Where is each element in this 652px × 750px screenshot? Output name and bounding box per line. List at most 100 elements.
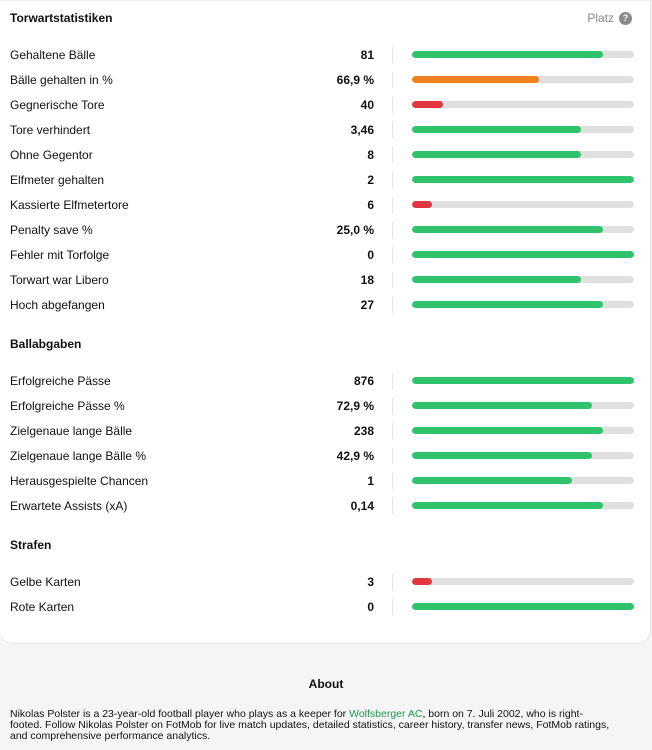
stat-divider: [392, 599, 393, 615]
stat-row[interactable]: Elfmeter gehalten 2: [0, 170, 650, 190]
stat-divider: [392, 147, 393, 163]
stat-value: 3: [367, 575, 374, 589]
stat-row[interactable]: Zielgenaue lange Bälle % 42,9 %: [0, 446, 650, 466]
percentile-bar-fill: [412, 301, 603, 308]
stat-row[interactable]: Kassierte Elfmetertore 6: [0, 195, 650, 215]
stat-label: Kassierte Elfmetertore: [10, 198, 129, 212]
stat-label: Penalty save %: [10, 223, 93, 237]
stat-row[interactable]: Bälle gehalten in % 66,9 %: [0, 70, 650, 90]
percentile-bar: [412, 101, 634, 108]
percentile-bar-fill: [412, 176, 634, 183]
stat-row[interactable]: Zielgenaue lange Bälle 238: [0, 421, 650, 441]
percentile-bar: [412, 377, 634, 384]
stat-value: 0: [367, 248, 374, 262]
stat-row[interactable]: Rote Karten 0: [0, 597, 650, 617]
section-title-goalkeeping: Torwartstatistiken: [10, 11, 113, 25]
percentile-bar: [412, 502, 634, 509]
stat-divider: [392, 272, 393, 288]
stat-label: Gegnerische Tore: [10, 98, 105, 112]
stat-label: Gelbe Karten: [10, 575, 81, 589]
stat-divider: [392, 97, 393, 113]
stat-value: 238: [353, 424, 374, 438]
club-link[interactable]: Wolfsberger AC: [349, 708, 423, 720]
stat-divider: [392, 373, 393, 389]
section-title-distribution: Ballabgaben: [10, 337, 82, 351]
stat-value: 2: [367, 173, 374, 187]
stat-value: 876: [353, 374, 374, 388]
stat-row[interactable]: Tore verhindert 3,46: [0, 120, 650, 140]
stat-label: Zielgenaue lange Bälle: [10, 424, 133, 438]
percentile-bar-fill: [412, 151, 581, 158]
stat-label: Erfolgreiche Pässe: [10, 374, 111, 388]
percentile-bar: [412, 603, 634, 610]
stat-value: 72,9 %: [336, 399, 374, 413]
stat-divider: [392, 473, 393, 489]
stat-row[interactable]: Erfolgreiche Pässe % 72,9 %: [0, 396, 650, 416]
percentile-bar-fill: [412, 427, 603, 434]
stat-value: 0,14: [350, 499, 374, 513]
stat-label: Bälle gehalten in %: [10, 73, 113, 87]
percentile-bar-fill: [412, 578, 432, 585]
stat-row[interactable]: Herausgespielte Chancen 1: [0, 471, 650, 491]
percentile-bar: [412, 226, 634, 233]
percentile-bar: [412, 276, 634, 283]
stat-divider: [392, 448, 393, 464]
rank-toggle[interactable]: Platz ?: [587, 11, 632, 25]
percentile-bar-fill: [412, 226, 603, 233]
stat-row[interactable]: Gegnerische Tore 40: [0, 95, 650, 115]
about-text: Nikolas Polster is a 23-year-old footbal…: [10, 709, 610, 742]
stat-row[interactable]: Penalty save % 25,0 %: [0, 220, 650, 240]
percentile-bar-fill: [412, 101, 444, 108]
percentile-bar-fill: [412, 76, 539, 83]
percentile-bar-fill: [412, 126, 581, 133]
stat-row[interactable]: Erwartete Assists (xA) 0,14: [0, 496, 650, 516]
stat-divider: [392, 172, 393, 188]
stat-value: 27: [360, 298, 374, 312]
stat-divider: [392, 574, 393, 590]
help-icon[interactable]: ?: [619, 11, 632, 25]
about-text-intro: Nikolas Polster is a 23-year-old footbal…: [10, 708, 350, 720]
percentile-bar-fill: [412, 603, 634, 610]
stat-value: 0: [367, 600, 374, 614]
percentile-bar: [412, 452, 634, 459]
stat-row[interactable]: Ohne Gegentor 8: [0, 145, 650, 165]
percentile-bar: [412, 51, 634, 58]
percentile-bar-fill: [412, 201, 432, 208]
percentile-bar: [412, 201, 634, 208]
percentile-bar: [412, 176, 634, 183]
stat-row[interactable]: Gelbe Karten 3: [0, 572, 650, 592]
percentile-bar-fill: [412, 402, 592, 409]
stat-label: Elfmeter gehalten: [10, 173, 105, 187]
stat-label: Tore verhindert: [10, 123, 91, 137]
stat-row[interactable]: Erfolgreiche Pässe 876: [0, 371, 650, 391]
about-title: About: [308, 677, 344, 691]
stat-divider: [392, 247, 393, 263]
stat-label: Hoch abgefangen: [10, 298, 105, 312]
stat-row[interactable]: Fehler mit Torfolge 0: [0, 245, 650, 265]
stat-label: Fehler mit Torfolge: [10, 248, 110, 262]
stat-value: 81: [360, 48, 374, 62]
stat-divider: [392, 122, 393, 138]
stat-label: Erwartete Assists (xA): [10, 499, 128, 513]
percentile-bar: [412, 151, 634, 158]
percentile-bar-fill: [412, 477, 572, 484]
stat-value: 1: [367, 474, 374, 488]
stat-value: 66,9 %: [336, 73, 374, 87]
stat-value: 6: [367, 198, 374, 212]
stat-value: 18: [360, 273, 374, 287]
stat-row[interactable]: Hoch abgefangen 27: [0, 295, 650, 315]
stat-divider: [392, 72, 393, 88]
stat-divider: [392, 47, 393, 63]
percentile-bar: [412, 427, 634, 434]
stat-divider: [392, 297, 393, 313]
stat-label: Ohne Gegentor: [10, 148, 93, 162]
card-top-divider: [0, 0, 652, 1]
rank-label: Platz: [587, 11, 614, 25]
stat-row[interactable]: Gehaltene Bälle 81: [0, 45, 650, 65]
stat-divider: [392, 222, 393, 238]
percentile-bar: [412, 578, 634, 585]
stat-label: Zielgenaue lange Bälle %: [10, 449, 147, 463]
percentile-bar: [412, 251, 634, 258]
stat-divider: [392, 197, 393, 213]
stat-row[interactable]: Torwart war Libero 18: [0, 270, 650, 290]
